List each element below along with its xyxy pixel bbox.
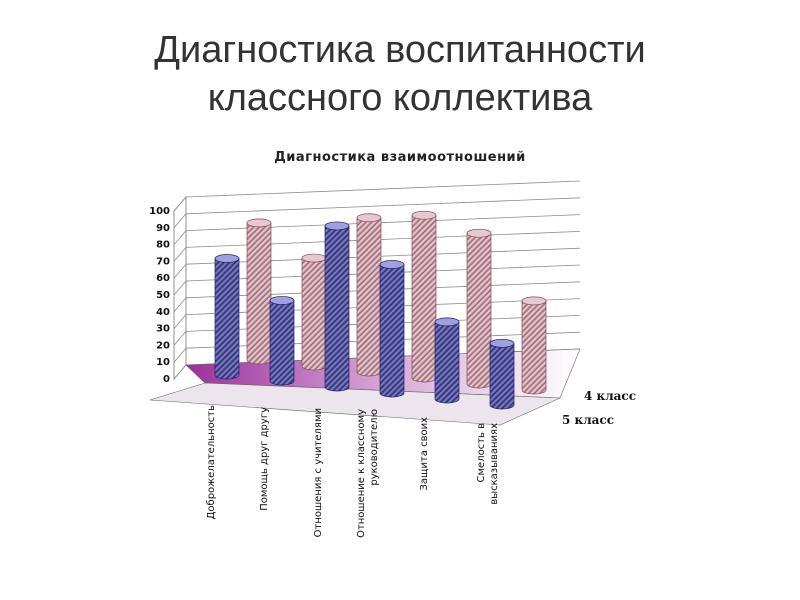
gridline-side [173, 314, 187, 329]
gridline-side [173, 230, 187, 245]
gridline-side [173, 280, 187, 296]
bar-grade4-2 [356, 213, 382, 377]
y-tick-label: 40 [156, 307, 170, 318]
category-label: Смелость в [476, 423, 487, 483]
bar-grade4-4 [466, 228, 492, 389]
y-tick-label: 20 [156, 340, 170, 351]
bar-grade5-4 [434, 317, 460, 404]
slide-title-line2: классного коллектива [207, 77, 593, 119]
y-tick-label: 100 [149, 206, 170, 217]
bar-grade5-5 [489, 338, 515, 410]
y-tick-label: 0 [163, 374, 170, 385]
category-label: Доброжелательность [206, 405, 217, 519]
chart-labels: 0 10 20 30 40 50 60 70 80 90 100 4 класс 5 класс Добр… [149, 206, 636, 538]
bar-grade4-5 [521, 296, 547, 395]
gridline-side [173, 263, 187, 279]
gridline-side [173, 347, 187, 363]
gridline-side [173, 196, 187, 212]
series-label: 4 класс [584, 389, 636, 403]
gridline [185, 231, 581, 248]
slide-title: Диагностика воспитанности классного колл… [0, 26, 800, 122]
chart-title: Диагностика взаимоотношений [274, 150, 526, 165]
gridline-side [173, 213, 187, 229]
bar-grade5-1 [269, 296, 295, 386]
series-label: 5 класс [562, 413, 614, 427]
bar-grade5-3 [379, 260, 405, 398]
y-tick-label: 60 [156, 273, 170, 284]
slide-title-line1: Диагностика воспитанности [154, 29, 646, 71]
category-label: Отношения с учителями [313, 408, 324, 537]
category-label: высказываниях [489, 423, 500, 505]
bar-grade4-0 [246, 218, 272, 365]
y-tick-label: 90 [156, 223, 170, 234]
gridline [185, 197, 581, 215]
gridline-side [173, 364, 187, 380]
gridline-side [173, 297, 187, 313]
category-label: Защита своих [419, 417, 430, 491]
gridline [185, 180, 581, 198]
y-tick-label: 10 [156, 357, 170, 368]
y-tick-label: 50 [156, 290, 170, 301]
y-tick-label: 80 [156, 240, 170, 251]
category-label: Помощь друг другу [259, 407, 270, 511]
gridline [185, 214, 581, 231]
bar-grade4-1 [301, 253, 327, 371]
category-label: руководителю [369, 409, 380, 486]
category-label: Отношение к классному [356, 409, 367, 538]
gridline-side [173, 331, 187, 346]
bar-grade5-0 [214, 254, 240, 380]
chart-bars [214, 210, 547, 410]
y-tick-label: 30 [156, 324, 170, 335]
gridline-side [173, 247, 187, 262]
bar-grade5-2 [324, 221, 350, 392]
y-tick-label: 70 [156, 256, 170, 267]
bar-grade4-3 [411, 210, 437, 383]
